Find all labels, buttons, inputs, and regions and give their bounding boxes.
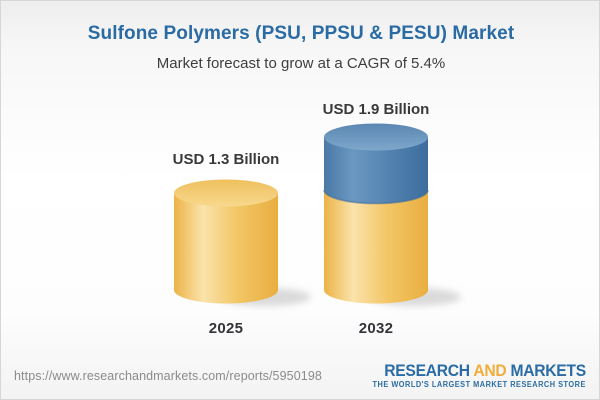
page-title: Sulfone Polymers (PSU, PPSU & PESU) Mark…: [87, 23, 515, 44]
logo-tagline: THE WORLD'S LARGEST MARKET RESEARCH STOR…: [372, 380, 586, 389]
logo-wordmark: RESEARCH AND MARKETS: [373, 362, 586, 380]
research-and-markets-logo: RESEARCH AND MARKETS THE WORLD'S LARGEST…: [372, 362, 587, 390]
value-label-2025: USD 1.3 Billion: [172, 151, 280, 168]
logo-word-research: RESEARCH: [384, 361, 470, 380]
logo-word-markets: MARKETS: [510, 361, 587, 380]
report-url: https://www.researchandmarkets.com/repor…: [14, 369, 322, 383]
value-label-2032: USD 1.9 Billion: [322, 101, 430, 118]
cylinder-2032-base-segment: [324, 190, 428, 304]
cylinder-2032: [323, 123, 429, 304]
page-subtitle: Market forecast to grow at a CAGR of 5.4…: [156, 55, 446, 72]
year-label-2032: 2032: [358, 320, 394, 337]
cylinder-2032-growth-segment: [324, 137, 428, 204]
cylinder-2025: [174, 179, 278, 304]
year-label-2025: 2025: [208, 320, 244, 337]
logo-word-and: AND: [473, 361, 507, 380]
